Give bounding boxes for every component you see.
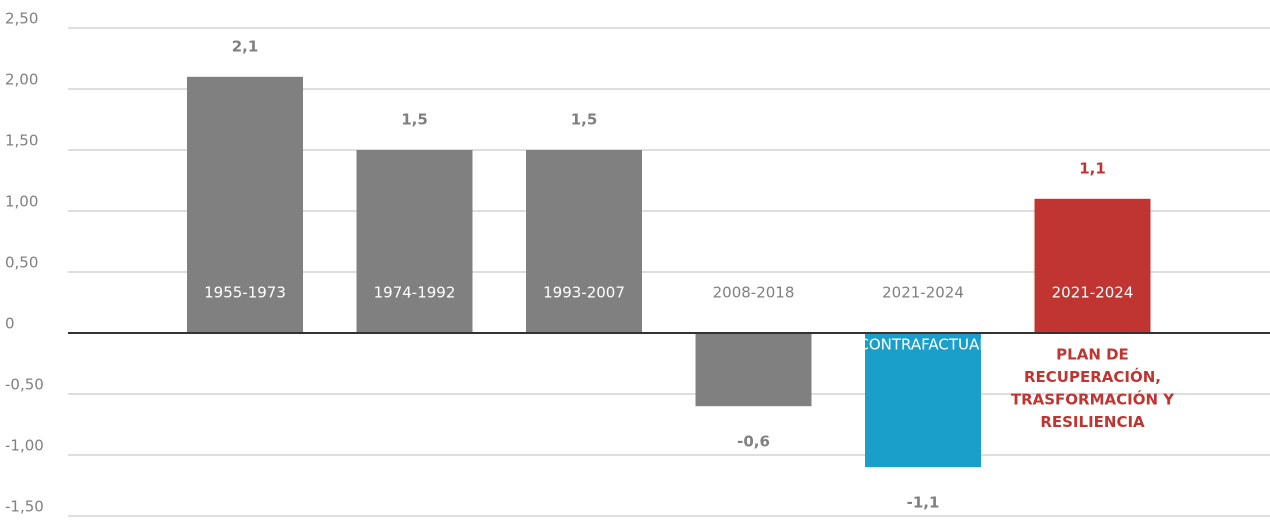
y-tick-label: -1,50: [5, 498, 44, 516]
annotation: CONTRAFACTUAL: [858, 336, 988, 354]
y-tick-label: 0,50: [5, 254, 38, 272]
y-tick-label: -0,50: [5, 376, 44, 394]
annotation: RESILIENCIA: [1040, 413, 1145, 431]
value-label: 1,1: [1079, 159, 1106, 177]
bar: [356, 150, 473, 333]
x-tick-label: 1955-1973: [204, 284, 286, 302]
annotation: RECUPERACIÓN,: [1024, 367, 1161, 386]
y-tick-label: 2,50: [5, 10, 38, 28]
value-label: 1,5: [401, 111, 428, 129]
y-tick-label: 1,50: [5, 132, 38, 150]
bar: [1034, 198, 1151, 333]
y-tick-label: -1,00: [5, 437, 44, 455]
x-tick-label: 2021-2024: [882, 284, 964, 302]
y-tick-label: 1,00: [5, 193, 38, 211]
annotation: PLAN DE: [1056, 346, 1129, 364]
bar: [526, 150, 642, 333]
bar: [865, 333, 981, 468]
x-tick-label: 1974-1992: [374, 284, 456, 302]
bar: [187, 76, 303, 334]
x-tick-label: 2008-2018: [713, 284, 795, 302]
bar: [695, 333, 812, 407]
value-label: -1,1: [907, 494, 940, 512]
value-label: 2,1: [232, 37, 259, 55]
y-tick-label: 2,00: [5, 71, 38, 89]
x-tick-label: 2021-2024: [1052, 284, 1134, 302]
y-tick-label: 0: [5, 315, 15, 333]
x-tick-label: 1993-2007: [543, 284, 625, 302]
value-label: -0,6: [737, 433, 770, 451]
annotation: TRASFORMACIÓN Y: [1011, 390, 1175, 409]
value-label: 1,5: [571, 111, 598, 129]
